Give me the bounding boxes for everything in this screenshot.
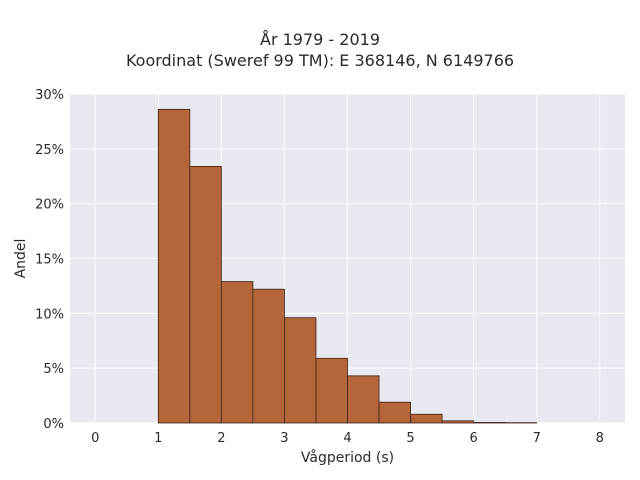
histogram-bar [220, 281, 254, 424]
y-tick-label: 30% [35, 88, 64, 103]
x-axis-label: Vågperiod (s) [301, 449, 394, 466]
histogram-bar [473, 422, 506, 424]
histogram-bar [315, 357, 348, 424]
y-axis-label: Andel [13, 239, 29, 279]
x-tick-label: 3 [280, 431, 288, 446]
chart-subtitle: Koordinat (Sweref 99 TM): E 368146, N 61… [125, 51, 515, 70]
x-tick-label: 7 [533, 431, 541, 446]
x-tick-label: 4 [343, 431, 351, 446]
x-tick-label: 1 [154, 431, 162, 446]
y-tick-label: 0% [43, 417, 64, 432]
x-tick-label: 0 [91, 431, 99, 446]
histogram-bar [157, 108, 191, 424]
histogram-bar [410, 413, 443, 424]
histogram-bar [441, 420, 475, 424]
y-tick-label: 15% [35, 253, 64, 268]
chart-title: År 1979 - 2019 [260, 30, 380, 49]
histogram-bar [378, 401, 411, 424]
y-axis-ticks: 0% 5% 10% 15% 20% 25% 30% [35, 88, 64, 432]
x-tick-label: 6 [469, 431, 477, 446]
y-tick-label: 25% [35, 143, 64, 158]
histogram-bar [347, 375, 380, 424]
histogram-bar [189, 165, 222, 424]
histogram-bars [157, 108, 538, 424]
y-tick-label: 20% [35, 198, 64, 213]
x-axis-ticks: 0 1 2 3 4 5 6 7 8 [91, 431, 604, 446]
x-tick-label: 5 [406, 431, 414, 446]
y-tick-label: 5% [43, 362, 64, 377]
y-tick-label: 10% [35, 307, 64, 322]
histogram-bar [252, 288, 285, 424]
x-tick-label: 2 [217, 431, 225, 446]
histogram-bar [284, 317, 317, 424]
x-tick-label: 8 [596, 431, 604, 446]
